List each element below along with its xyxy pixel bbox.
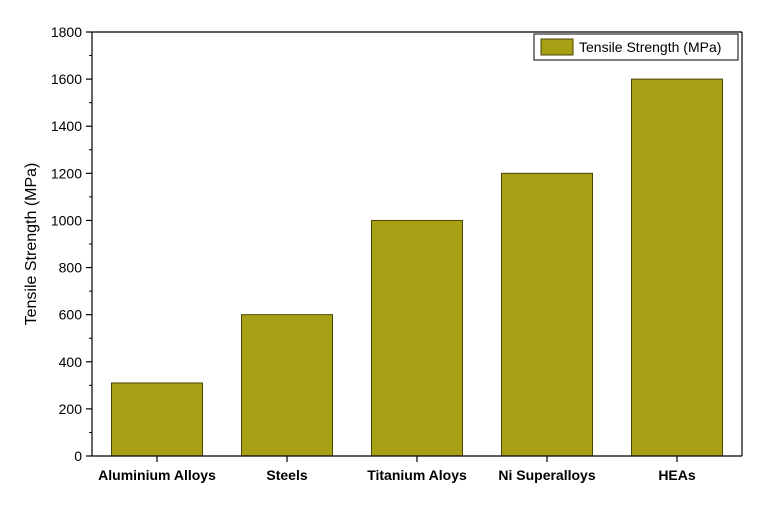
y-tick-label: 1400 xyxy=(51,118,82,134)
y-tick-label: 1000 xyxy=(51,212,82,228)
x-tick-label: Aluminium Alloys xyxy=(98,467,216,483)
x-tick-label: HEAs xyxy=(658,467,696,483)
y-tick-label: 200 xyxy=(59,401,83,417)
bar-titanium-aloys xyxy=(371,219,463,457)
y-tick-label: 1600 xyxy=(51,71,82,87)
x-tick-label: Ni Superalloys xyxy=(498,467,595,483)
bars xyxy=(111,78,723,457)
x-axis-labels: Aluminium Alloys Steels Titanium Aloys Ni S… xyxy=(98,456,696,483)
y-tick-label: 1800 xyxy=(51,24,82,40)
bar-steels xyxy=(241,314,333,457)
y-tick-label: 400 xyxy=(59,354,83,370)
y-tick-label: 600 xyxy=(59,307,83,323)
bar-ni-superalloys xyxy=(501,172,593,457)
y-tick-label: 800 xyxy=(59,260,83,276)
y-axis-ticks: 0 200 400 600 800 1000 1200 1400 1600 1800 xyxy=(51,24,92,464)
x-tick-label: Titanium Aloys xyxy=(367,467,467,483)
bar-heas xyxy=(631,78,723,457)
y-tick-label: 0 xyxy=(74,448,82,464)
legend-label: Tensile Strength (MPa) xyxy=(579,39,721,55)
bar-aluminium-alloys xyxy=(111,382,203,457)
y-tick-label: 1200 xyxy=(51,165,82,181)
legend-swatch xyxy=(540,38,574,56)
y-axis-title: Tensile Strength (MPa) xyxy=(23,163,40,326)
x-tick-label: Steels xyxy=(266,467,307,483)
legend: Tensile Strength (MPa) xyxy=(533,33,739,61)
